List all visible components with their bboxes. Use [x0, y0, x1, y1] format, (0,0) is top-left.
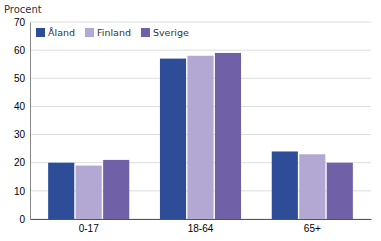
y-tick-label: 20 [14, 157, 26, 168]
x-tick: 0-17 [79, 219, 99, 234]
y-tick-label: 0 [19, 214, 25, 225]
grid-line [30, 22, 371, 23]
grid-line [30, 50, 371, 51]
bar-series [48, 59, 298, 219]
x-tick-label: 65+ [304, 223, 321, 234]
y-tick-label: 30 [14, 129, 26, 140]
legend-item: Sverige [141, 27, 189, 38]
y-axis-line [30, 23, 31, 220]
legend-label: Finland [97, 27, 131, 38]
x-axis-line [31, 219, 372, 220]
grid [30, 22, 371, 219]
y-tick: 70 [14, 17, 30, 28]
y-axis-title: Procent [4, 4, 42, 15]
y-tick-label: 50 [14, 73, 26, 84]
bars [48, 53, 353, 219]
y-tick: 10 [14, 186, 30, 197]
legend-label: Åland [48, 27, 75, 38]
y-tick-label: 60 [14, 45, 26, 56]
bar [103, 160, 129, 219]
x-axis: 0-17 18-64 65+ [31, 219, 372, 234]
bar [76, 166, 102, 219]
bar [48, 163, 74, 219]
bar [327, 163, 353, 219]
legend-item: Åland [36, 27, 75, 38]
legend-item: Finland [85, 27, 131, 38]
bar-series [76, 56, 326, 219]
bar [215, 53, 241, 219]
bar [272, 151, 298, 219]
bar [160, 59, 186, 219]
x-tick-label: 0-17 [79, 223, 99, 234]
bar-series [103, 53, 353, 219]
y-tick: 20 [14, 157, 30, 168]
y-tick: 50 [14, 73, 30, 84]
y-tick: 0 [19, 214, 30, 225]
y-tick-label: 70 [14, 17, 26, 28]
chart-container: 0 10 20 30 40 50 60 70 0-17 18-64 65+ Åland Finland S… [0, 0, 381, 241]
legend-swatch [141, 28, 150, 37]
x-tick: 65+ [304, 219, 321, 234]
legend-swatch [85, 28, 94, 37]
y-axis: 0 10 20 30 40 50 60 70 [14, 17, 31, 225]
legend-label: Sverige [153, 27, 189, 38]
y-tick: 60 [14, 45, 30, 56]
y-tick-label: 10 [14, 186, 26, 197]
y-tick-label: 40 [14, 101, 26, 112]
legend-swatch [36, 28, 45, 37]
plot-area: 0 10 20 30 40 50 60 70 0-17 18-64 65+ Åland Finland S… [14, 17, 372, 234]
x-tick: 18-64 [188, 219, 214, 234]
bar [187, 56, 213, 219]
y-tick: 40 [14, 101, 30, 112]
chart-svg: 0 10 20 30 40 50 60 70 0-17 18-64 65+ Åland Finland S… [0, 0, 381, 241]
y-tick: 30 [14, 129, 30, 140]
x-tick-label: 18-64 [188, 223, 214, 234]
legend: Åland Finland Sverige [36, 27, 189, 38]
bar [299, 154, 325, 219]
